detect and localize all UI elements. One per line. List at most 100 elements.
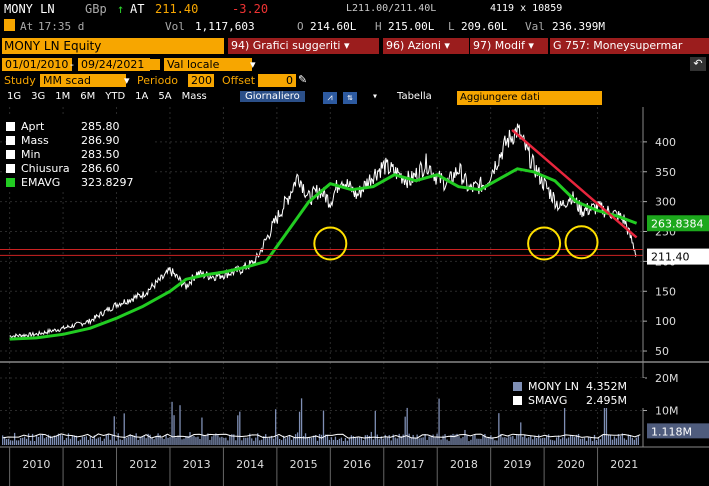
volume: 1,117,603 xyxy=(195,20,255,33)
range-5a[interactable]: 5A xyxy=(158,91,172,102)
study-controls: Study MM scad ▾ Periodo 200 Offset 0 ✎ xyxy=(0,73,709,89)
open-label: O xyxy=(297,20,304,33)
x-tick-label: 2012 xyxy=(129,458,157,471)
low-label: L xyxy=(448,20,455,33)
legend-swatch xyxy=(6,149,15,159)
range-ytd[interactable]: YTD xyxy=(105,91,126,102)
legend-value: 286.90 xyxy=(81,133,120,147)
trend-line xyxy=(511,128,638,239)
security-field[interactable]: MONY LN Equity xyxy=(2,38,224,54)
right-axis-bg xyxy=(643,107,709,486)
x-tick-label: 2018 xyxy=(450,458,478,471)
bid-ask: L211.00/211.40L xyxy=(346,3,437,14)
legend-row: EMAVG 323.8297 xyxy=(6,175,152,189)
last-price-tag: 211.40 xyxy=(651,251,690,264)
volume-legend: MONY LN 4.352M SMAVG 2.495M xyxy=(505,378,645,408)
back-icon[interactable]: ↶ xyxy=(690,57,706,71)
chart-type-chevron-icon[interactable]: ▾ xyxy=(372,91,379,102)
emavg-value-tag: 263.8384 xyxy=(651,217,704,230)
legend-swatch xyxy=(6,163,15,173)
legend-row: Chiusura 286.60 xyxy=(6,161,152,175)
legend-value: 285.80 xyxy=(81,119,120,133)
line-chart-icon[interactable]: ⩘ xyxy=(323,92,337,104)
date-controls: 01/01/2010 - 09/24/2021 Val locale ▾ ↶ xyxy=(0,57,709,73)
menu-suggested-charts[interactable]: 94) Grafici suggeriti ▾ xyxy=(228,38,379,54)
legend-label: Min xyxy=(21,147,41,161)
range-1a[interactable]: 1A xyxy=(135,91,149,102)
net-change: -3.20 xyxy=(232,2,269,16)
volume-tick-label: 10M xyxy=(655,405,679,418)
x-tick-label: 2011 xyxy=(76,458,104,471)
security-bar: MONY LN Equity 94) Grafici suggeriti ▾ 9… xyxy=(0,37,709,55)
legend-row: Mass 286.90 xyxy=(6,133,152,147)
pencil-icon[interactable]: ✎ xyxy=(298,73,308,86)
study-chevron-icon[interactable]: ▾ xyxy=(124,74,130,87)
axes: 4003503002502001501005020102011201220132… xyxy=(0,107,709,486)
last-price-tag-bg xyxy=(647,248,709,265)
legend-value: 286.60 xyxy=(81,161,120,175)
highlight-circle xyxy=(527,226,562,261)
y-tick-label: 350 xyxy=(655,166,676,179)
price-legend: Aprt 285.80 Mass 286.90 Min 283.50 Chiusura… xyxy=(6,117,152,191)
price-series xyxy=(9,123,638,341)
legend-label: SMAVG xyxy=(528,393,568,407)
legend-label: Aprt xyxy=(21,119,45,133)
last-price: 211.40 xyxy=(155,2,199,16)
menu-actions[interactable]: 96) Azioni ▾ xyxy=(383,38,469,54)
x-tick-label: 2013 xyxy=(183,458,211,471)
legend-row: MONY LN 4.352M xyxy=(505,379,645,393)
table-button[interactable]: Tabella xyxy=(397,91,432,102)
chevron-down-icon[interactable]: ▾ xyxy=(250,58,256,71)
traded-value: 236.399M xyxy=(552,20,605,33)
x-tick-label: 2021 xyxy=(610,458,638,471)
legend-row: Aprt 285.80 xyxy=(6,119,152,133)
frequency-select[interactable]: Giornaliero xyxy=(240,91,305,102)
calendar-icon[interactable] xyxy=(150,59,160,70)
add-data-input[interactable]: Aggiungere dati xyxy=(457,91,602,105)
volume-bars xyxy=(2,398,641,445)
volume-last-tag-bg xyxy=(647,423,709,439)
emavg-line xyxy=(9,167,638,341)
x-tick-label: 2016 xyxy=(343,458,371,471)
stats-line: At 17:35 d Vol 1,117,603 O 214.60L H 215… xyxy=(0,17,709,35)
end-date-input[interactable]: 09/24/2021 xyxy=(78,58,150,71)
legend-swatch xyxy=(6,135,15,145)
study-select[interactable]: MM scad xyxy=(40,74,126,87)
menu-edit[interactable]: 97) Modif ▾ xyxy=(470,38,548,54)
legend-swatch xyxy=(6,121,15,131)
legend-row: Min 283.50 xyxy=(6,147,152,161)
range-max[interactable]: Mass xyxy=(181,91,207,102)
date-separator: - xyxy=(70,58,74,71)
range-1m[interactable]: 1M xyxy=(55,91,71,102)
legend-row: SMAVG 2.495M xyxy=(505,393,645,407)
time: 17:35 d xyxy=(38,20,85,33)
candle-chart-icon[interactable]: ⇅ xyxy=(343,92,357,104)
study-label: Study xyxy=(4,74,36,87)
range-6m[interactable]: 6M xyxy=(80,91,96,102)
offset-input[interactable]: 0 xyxy=(258,74,296,87)
up-arrow-icon: ↑ xyxy=(117,2,125,16)
currency-select[interactable]: Val locale xyxy=(164,58,252,71)
open: 214.60L xyxy=(310,20,357,33)
start-date-input[interactable]: 01/01/2010 xyxy=(2,58,72,71)
legend-swatch xyxy=(6,177,15,187)
bid-ask-size: 4119 x 10859 xyxy=(490,3,563,14)
emavg-value-tag-bg xyxy=(647,215,709,232)
y-tick-label: 300 xyxy=(655,196,676,209)
legend-value: 2.495M xyxy=(586,393,627,407)
at-label: AT xyxy=(130,2,145,16)
legend-label: MONY LN xyxy=(528,379,579,393)
clock-icon xyxy=(4,19,15,31)
x-tick-label: 2010 xyxy=(22,458,50,471)
quote-line: MONY LN GBp ↑ AT 211.40 -3.20 L211.00/21… xyxy=(0,0,709,17)
period-input[interactable]: 200 xyxy=(188,74,214,87)
smavg-line xyxy=(2,433,641,439)
volume-last-tag: 1.118M xyxy=(651,425,692,438)
legend-label: Mass xyxy=(21,133,49,147)
low: 209.60L xyxy=(461,20,508,33)
range-3g[interactable]: 3G xyxy=(31,91,46,102)
range-buttons: 1G 3G 1M 6M YTD 1A 5A Mass xyxy=(2,91,212,102)
range-1g[interactable]: 1G xyxy=(7,91,22,102)
chart-title: G 757: Moneysupermar xyxy=(550,38,709,54)
annotations xyxy=(0,128,648,261)
